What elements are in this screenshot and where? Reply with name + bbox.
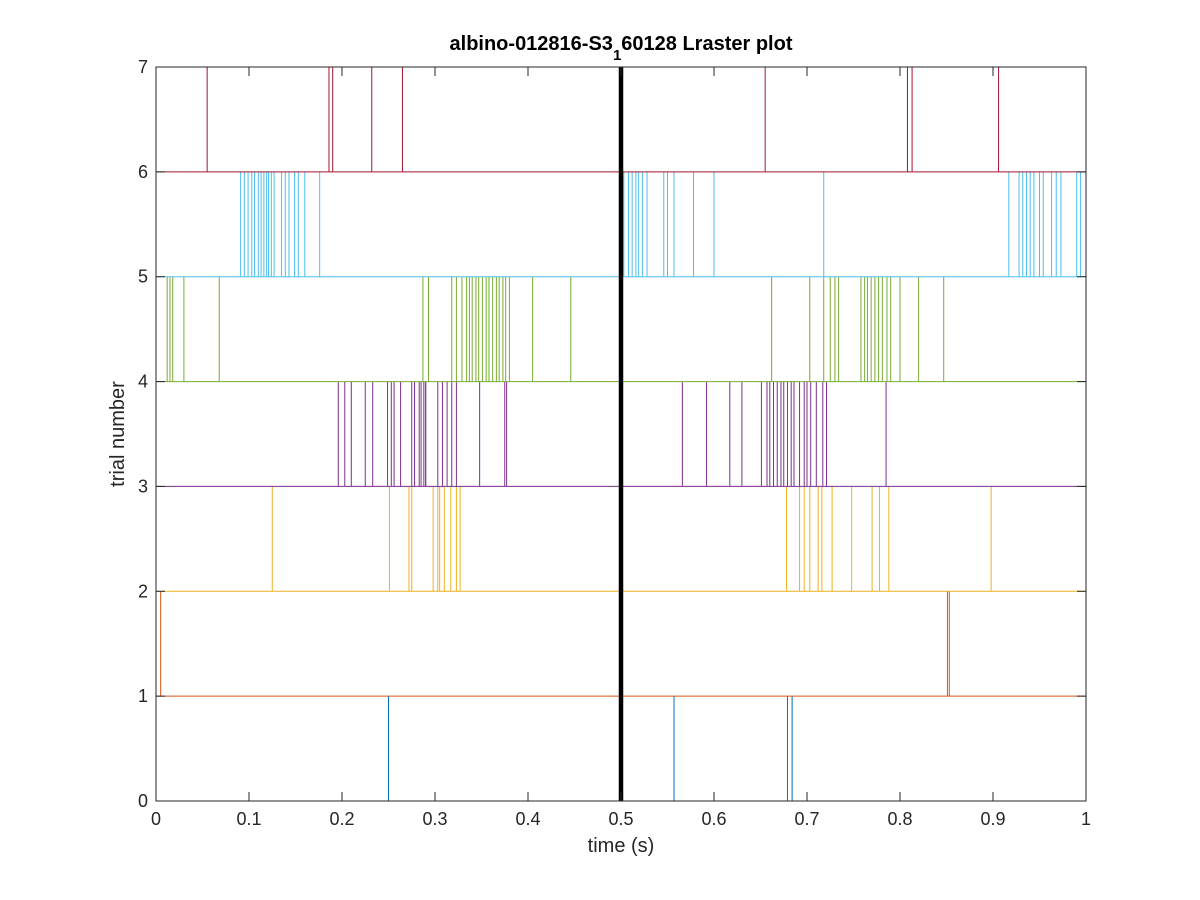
y-axis-ticks: 0 1 2 3 4 5 6 7 xyxy=(138,57,1086,811)
x-tick-label: 0.5 xyxy=(608,809,633,829)
x-tick-label: 0 xyxy=(151,809,161,829)
y-tick-label: 3 xyxy=(138,476,148,496)
y-tick-label: 4 xyxy=(138,372,148,392)
y-tick-label: 5 xyxy=(138,267,148,287)
y-tick-label: 7 xyxy=(138,57,148,77)
x-tick-label: 0.2 xyxy=(329,809,354,829)
x-tick-label: 1 xyxy=(1081,809,1091,829)
x-tick-label: 0.8 xyxy=(887,809,912,829)
x-tick-label: 0.4 xyxy=(515,809,540,829)
y-tick-label: 1 xyxy=(138,686,148,706)
x-tick-label: 0.3 xyxy=(422,809,447,829)
x-tick-label: 0.9 xyxy=(980,809,1005,829)
chart-title-rest: 60128 Lraster plot xyxy=(621,33,793,55)
y-tick-label: 6 xyxy=(138,162,148,182)
x-tick-label: 0.6 xyxy=(701,809,726,829)
x-tick-label: 0.7 xyxy=(794,809,819,829)
chart-title-subscript: 1 xyxy=(613,47,621,64)
x-tick-label: 0.1 xyxy=(236,809,261,829)
y-axis-label: trial number xyxy=(107,381,129,487)
y-tick-label: 0 xyxy=(138,791,148,811)
spike-marks xyxy=(160,67,1081,801)
chart-title: albino-012816-S3160128 Lraster plot xyxy=(450,33,793,64)
x-axis-ticks: 0 0.1 0.2 0.3 0.4 0.5 0.6 0.7 0.8 0.9 1 xyxy=(151,67,1091,829)
x-axis-label: time (s) xyxy=(588,835,655,857)
chart-title-main: albino-012816-S3 xyxy=(450,33,613,55)
y-tick-label: 2 xyxy=(138,581,148,601)
